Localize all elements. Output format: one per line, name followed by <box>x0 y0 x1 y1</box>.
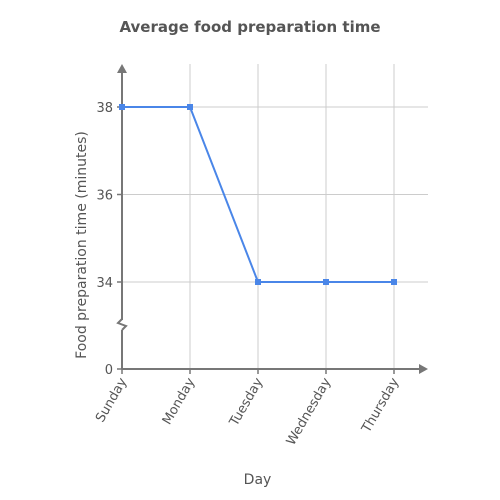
axes <box>116 64 428 374</box>
x-tick-label: Monday <box>160 375 199 427</box>
x-axis-label: Day <box>243 472 272 488</box>
data-point <box>187 104 193 110</box>
axis-break-marker <box>116 318 128 331</box>
x-tick-label: Wednesday <box>284 375 335 448</box>
x-tick-label: Tuesday <box>227 375 267 429</box>
data-point <box>323 279 329 285</box>
data-point <box>255 279 261 285</box>
x-tick-label: Sunday <box>93 375 130 425</box>
gridlines <box>122 64 428 369</box>
tick-labels: 0 34 36 38 Sunday Monday Tuesday Wednesday Thurs… <box>93 101 402 448</box>
y-axis-label: Food preparation time (minutes) <box>74 131 90 359</box>
x-tick-label: Thursday <box>359 375 403 436</box>
series <box>119 104 397 285</box>
y-tick-label: 38 <box>96 101 113 116</box>
y-tick-label: 36 <box>96 189 113 204</box>
chart-title: Average food preparation time <box>119 18 381 36</box>
x-axis-arrow <box>419 364 428 374</box>
y-tick-label: 34 <box>96 276 113 291</box>
y-tick-label: 0 <box>105 363 113 378</box>
data-point <box>119 104 125 110</box>
data-point <box>391 279 397 285</box>
y-axis-arrow <box>117 64 127 73</box>
